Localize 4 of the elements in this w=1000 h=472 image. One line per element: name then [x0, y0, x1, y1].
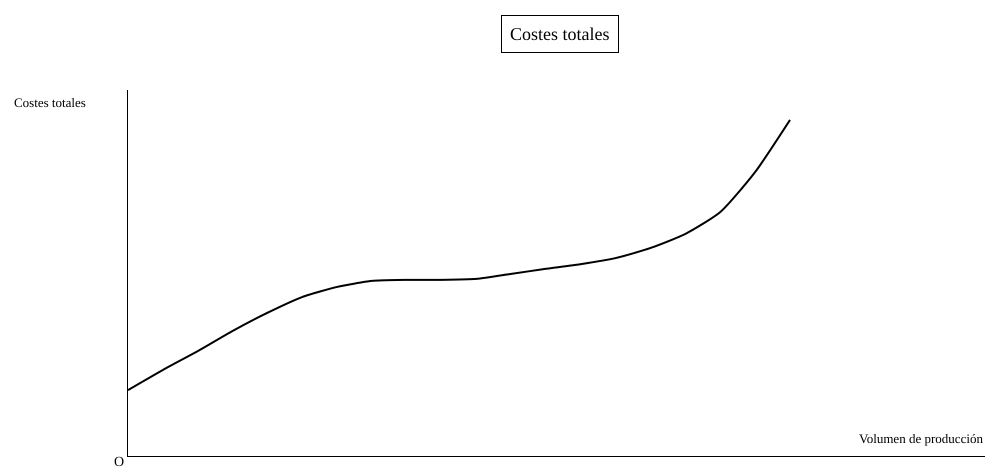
y-axis-title: Costes totales — [14, 95, 86, 110]
annotation: O — [114, 455, 124, 470]
chart-title: Costes totales — [510, 24, 610, 44]
x-axis-title: Volumen de producción — [859, 431, 984, 446]
